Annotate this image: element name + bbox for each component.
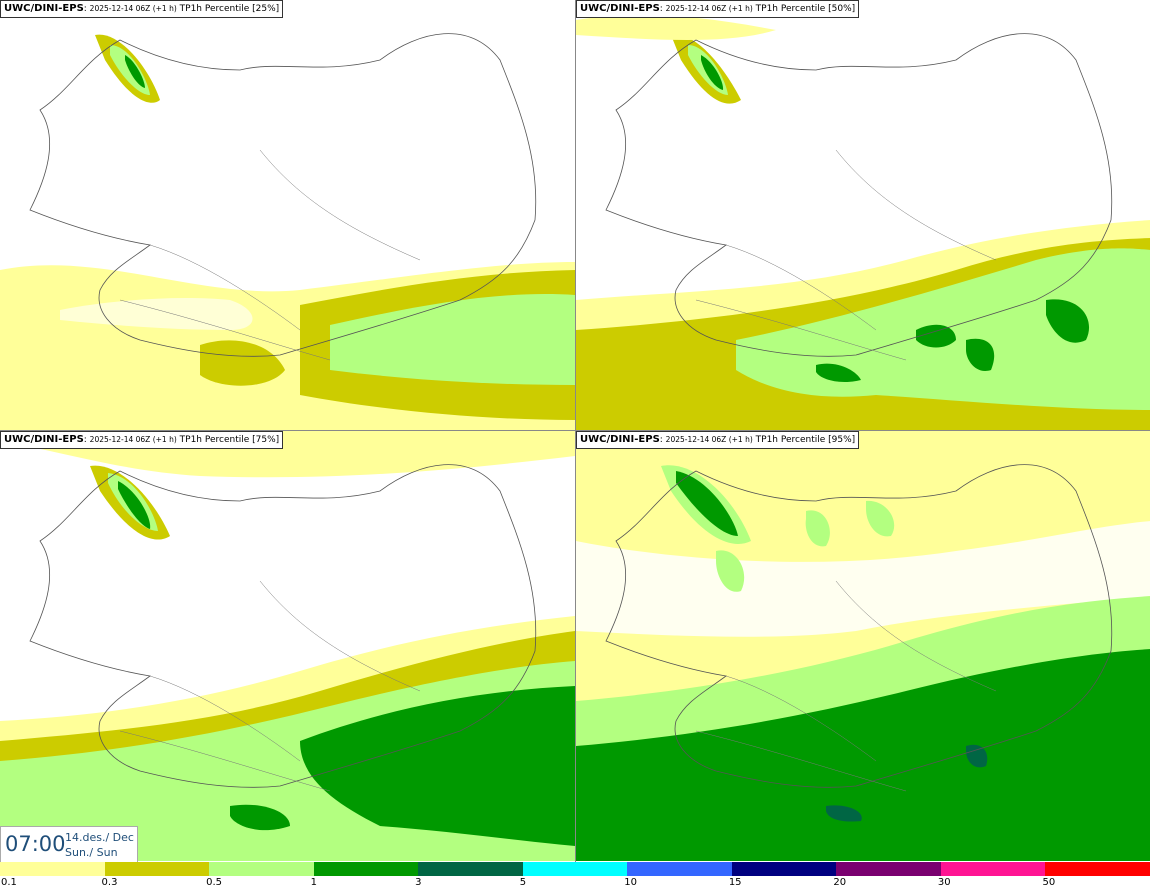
colorbar-segment bbox=[1045, 862, 1150, 876]
run-time: 2025-12-14 06Z (+1 h) bbox=[665, 435, 753, 444]
map-panel-p25: UWC/DINI-EPS: 2025-12-14 06Z (+1 h) TP1h… bbox=[0, 0, 575, 430]
colorbar-segment bbox=[313, 862, 419, 876]
valid-time-box: 07:00 14.des./ Dec Sun./ Sun bbox=[0, 826, 138, 864]
map-p95 bbox=[576, 431, 1150, 861]
colorbar-segment bbox=[0, 862, 105, 876]
roads bbox=[119, 149, 421, 361]
colorbar-tick-label: 20 bbox=[833, 877, 847, 888]
map-p50 bbox=[576, 14, 1150, 430]
colorbar-segment bbox=[522, 862, 628, 876]
colorbar-tick-label: 50 bbox=[1042, 877, 1056, 888]
panel-title: UWC/DINI-EPS: 2025-12-14 06Z (+1 h) TP1h… bbox=[0, 431, 284, 449]
field-name: TP1h Percentile [75%] bbox=[179, 435, 280, 445]
precip-north-offshore bbox=[576, 14, 776, 40]
iceland-coastline bbox=[605, 464, 1113, 788]
colorbar-ticks: 0.1 0.3 0.5 1 3 5 10 15 20 30 50 bbox=[0, 876, 1150, 891]
colorbar-segment bbox=[209, 862, 314, 876]
map-p25 bbox=[0, 33, 575, 430]
panel-title: UWC/DINI-EPS: 2025-12-14 06Z (+1 h) TP1h… bbox=[576, 0, 860, 18]
precip-cores bbox=[816, 299, 1090, 383]
precip-northwest-core bbox=[125, 55, 145, 88]
valid-time: 07:00 bbox=[5, 832, 66, 856]
colorbar-tick-label: 3 bbox=[415, 877, 422, 888]
field-name: TP1h Percentile [25%] bbox=[179, 4, 280, 14]
panel-title: UWC/DINI-EPS: 2025-12-14 06Z (+1 h) TP1h… bbox=[0, 0, 284, 18]
colorbar-segment bbox=[627, 862, 732, 876]
colorbar-tick-label: 0.3 bbox=[101, 877, 118, 888]
precip-heavy-area bbox=[330, 294, 575, 385]
precip-north-cells bbox=[716, 500, 895, 592]
model-name: UWC/DINI-EPS bbox=[580, 3, 660, 14]
precip-colorbar bbox=[0, 862, 1150, 876]
map-panel-p75: UWC/DINI-EPS: 2025-12-14 06Z (+1 h) TP1h… bbox=[0, 431, 575, 861]
dry-band bbox=[576, 521, 1150, 637]
map-panel-p50: UWC/DINI-EPS: 2025-12-14 06Z (+1 h) TP1h… bbox=[576, 0, 1150, 430]
colorbar-segment bbox=[731, 862, 837, 876]
field-name: TP1h Percentile [50%] bbox=[755, 4, 856, 14]
colorbar-segment bbox=[104, 862, 210, 876]
precip-moderate-south bbox=[200, 340, 285, 386]
precip-very-heavy-area bbox=[576, 649, 1150, 861]
precip-northwest-core bbox=[676, 471, 738, 536]
panel-divider-horizontal bbox=[0, 430, 1150, 431]
precip-extreme-cores bbox=[826, 744, 988, 822]
colorbar-tick-label: 10 bbox=[624, 877, 637, 888]
colorbar-tick-label: 0.5 bbox=[206, 877, 222, 888]
colorbar-tick-label: 30 bbox=[937, 877, 951, 888]
precip-northwest-core bbox=[118, 481, 151, 529]
valid-weekday: Sun./ Sun bbox=[65, 846, 118, 859]
run-time: 2025-12-14 06Z (+1 h) bbox=[665, 4, 753, 13]
model-name: UWC/DINI-EPS bbox=[4, 434, 84, 445]
precip-south-core bbox=[230, 804, 290, 831]
map-p75 bbox=[0, 431, 575, 861]
colorbar-tick-label: 0.1 bbox=[1, 877, 17, 888]
model-name: UWC/DINI-EPS bbox=[580, 434, 660, 445]
model-name: UWC/DINI-EPS bbox=[4, 3, 84, 14]
run-time: 2025-12-14 06Z (+1 h) bbox=[89, 4, 177, 13]
iceland-coastline bbox=[605, 33, 1113, 357]
roads bbox=[695, 580, 997, 792]
iceland-coastline bbox=[29, 33, 537, 357]
panel-title: UWC/DINI-EPS: 2025-12-14 06Z (+1 h) TP1h… bbox=[576, 431, 860, 449]
precip-very-heavy-area bbox=[300, 686, 575, 846]
colorbar-tick-label: 15 bbox=[728, 877, 742, 888]
colorbar-segment bbox=[940, 862, 1046, 876]
panel-divider-vertical bbox=[575, 0, 576, 862]
roads bbox=[119, 580, 421, 792]
colorbar-tick-label: 1 bbox=[310, 877, 317, 888]
valid-date: 14.des./ Dec bbox=[65, 831, 134, 844]
precip-northwest-core bbox=[701, 55, 724, 90]
field-name: TP1h Percentile [95%] bbox=[755, 435, 856, 445]
map-panel-p95: UWC/DINI-EPS: 2025-12-14 06Z (+1 h) TP1h… bbox=[576, 431, 1150, 861]
dry-gap bbox=[60, 298, 253, 330]
run-time: 2025-12-14 06Z (+1 h) bbox=[89, 435, 177, 444]
colorbar-segment bbox=[418, 862, 523, 876]
colorbar-segment bbox=[836, 862, 941, 876]
iceland-coastline bbox=[29, 464, 537, 788]
roads bbox=[695, 149, 997, 361]
colorbar-tick-label: 5 bbox=[519, 877, 527, 888]
